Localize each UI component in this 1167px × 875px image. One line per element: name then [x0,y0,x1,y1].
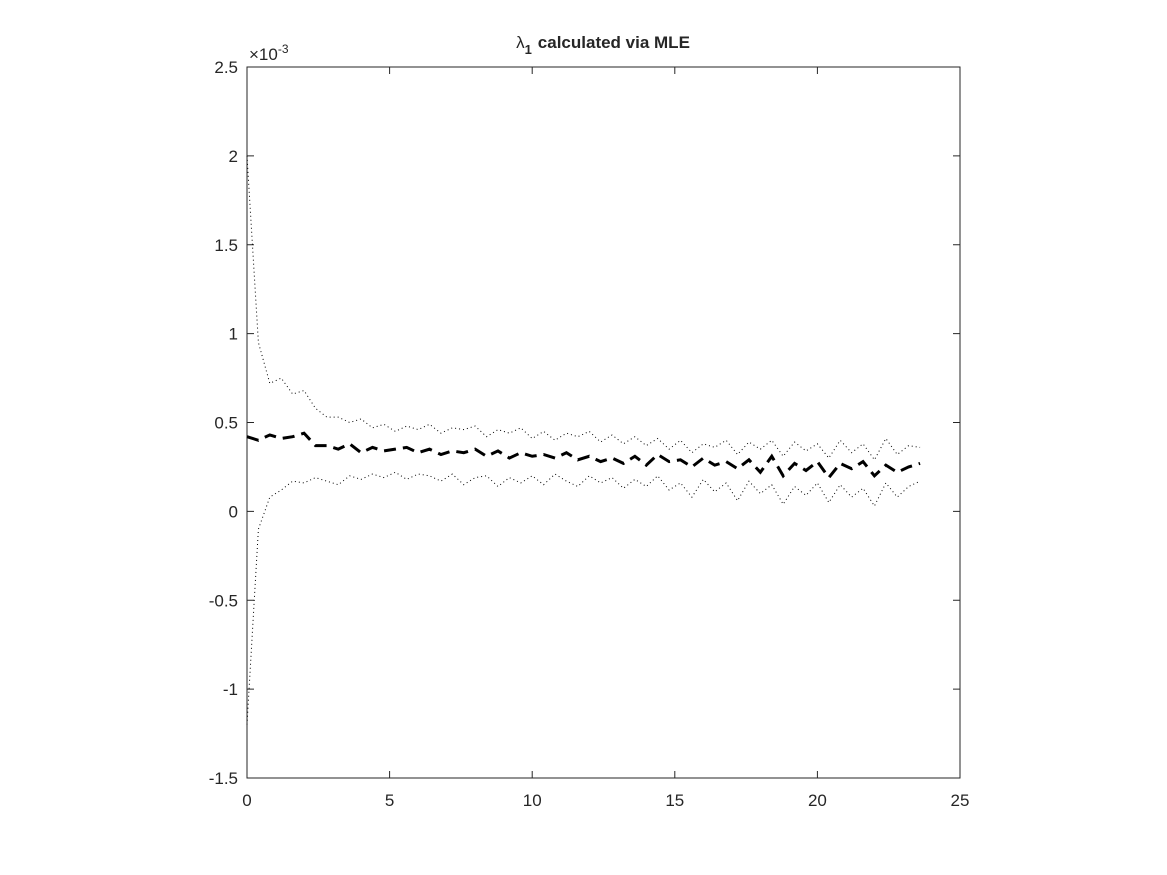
y-tick-label: -1 [223,680,238,699]
x-tick-label: 15 [665,791,684,810]
x-tick-label: 0 [242,791,251,810]
y-tick-label: -0.5 [209,591,238,610]
y-tick-label: 0.5 [214,414,238,433]
y-tick-label: 1 [229,325,238,344]
x-tick-label: 5 [385,791,394,810]
x-tick-label: 10 [523,791,542,810]
y-multiplier: ×10-3 [249,42,289,64]
y-tick-label: 2.5 [214,58,238,77]
x-tick-label: 25 [951,791,970,810]
y-tick-label: 0 [229,502,238,521]
multiplier-exponent: -3 [278,42,289,56]
series-line [246,431,921,481]
x-tick-label: 20 [808,791,827,810]
chart-title: λ1 calculated via MLE [516,33,690,57]
y-tick-label: -1.5 [209,769,238,788]
title-subscript: 1 [525,42,532,57]
title-text: calculated via MLE [538,33,690,52]
y-tick-label: 1.5 [214,236,238,255]
multiplier-base: ×10 [249,45,278,64]
title-symbol: λ [516,33,525,52]
y-tick-label: 2 [229,147,238,166]
